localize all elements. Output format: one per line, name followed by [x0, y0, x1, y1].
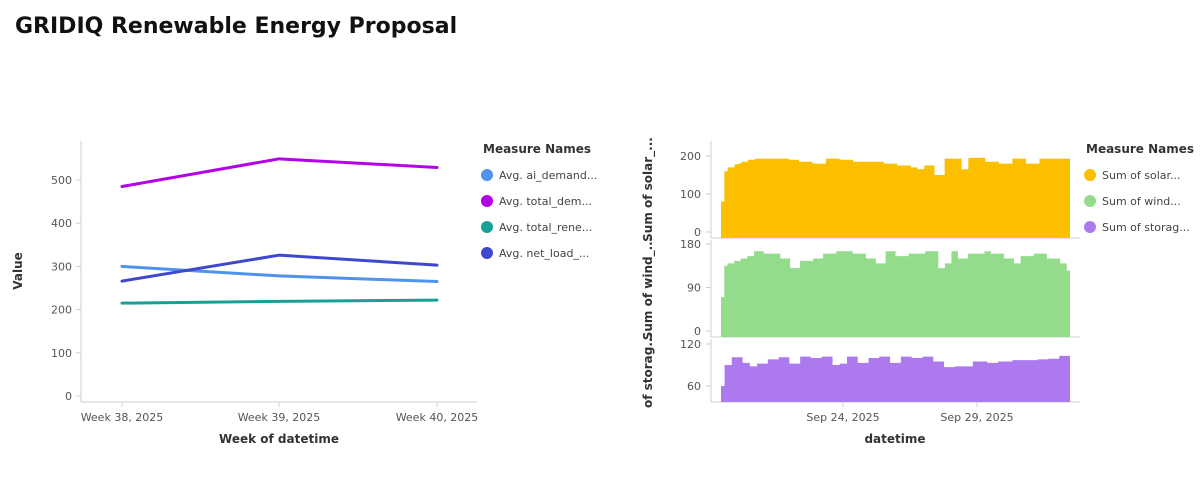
legend-label[interactable]: Avg. ai_demand...: [499, 169, 597, 182]
series-line-total-demand[interactable]: [120, 157, 439, 188]
y-tick-label: 100: [680, 188, 701, 201]
legend-swatch[interactable]: [481, 195, 493, 207]
y-tick-label: 100: [51, 347, 72, 360]
series-line-net-load[interactable]: [120, 253, 439, 283]
legend-title: Measure Names: [1086, 142, 1194, 156]
legend-label[interactable]: Avg. net_load_...: [499, 247, 589, 260]
legend-label[interactable]: Avg. total_dem...: [499, 195, 592, 208]
y-tick-label: 120: [680, 338, 701, 351]
y-axis-title: Sum of wind_...: [641, 237, 656, 341]
y-axis-title: Value: [11, 252, 25, 290]
line-series: [120, 157, 439, 305]
area-storage[interactable]: [721, 355, 1070, 402]
y-tick-label: 0: [65, 390, 72, 403]
x-tick-label: Week 38, 2025: [81, 411, 164, 424]
panel-storage: 60 120 of storag...: [641, 333, 1080, 408]
x-tick-label: Sep 29, 2025: [940, 411, 1013, 424]
panel-solar: 0 100 200 Sum of solar_...: [641, 137, 1080, 242]
y-tick-label: 400: [51, 217, 72, 230]
x-tick-label: Week 40, 2025: [396, 411, 479, 424]
area-legend[interactable]: Measure Names Sum of solar... Sum of wind…: [1084, 142, 1194, 234]
y-tick-label: 0: [694, 325, 701, 338]
y-axis-title: Sum of solar_...: [641, 137, 656, 242]
legend-swatch[interactable]: [481, 247, 493, 259]
series-line-ai-demand[interactable]: [120, 264, 439, 284]
line-chart: 0 100 200 300 400 500 Week 38, 2025 Week 39, 2…: [11, 141, 478, 446]
x-axis-title: datetime: [864, 432, 925, 446]
legend-swatch[interactable]: [1084, 195, 1096, 207]
legend-title: Measure Names: [483, 142, 591, 156]
x-tick-labels: Week 38, 2025 Week 39, 2025 Week 40, 2025: [81, 402, 479, 424]
x-tick-labels: Sep 24, 2025 Sep 29, 2025: [806, 402, 1014, 424]
y-tick-label: 500: [51, 174, 72, 187]
legend-label[interactable]: Sum of storag...: [1102, 221, 1190, 234]
y-tick-labels: 0 100 200 300 400 500: [51, 174, 81, 403]
x-axis-title: Week of datetime: [219, 432, 339, 446]
legend-swatch[interactable]: [1084, 221, 1096, 233]
area-chart: 0 100 200 Sum of solar_... 0 90 180 Sum of wind…: [641, 137, 1080, 446]
y-tick-label: 60: [687, 380, 701, 393]
legend-swatch[interactable]: [1084, 169, 1096, 181]
legend-label[interactable]: Sum of wind...: [1102, 195, 1181, 208]
legend-swatch[interactable]: [481, 169, 493, 181]
area-wind[interactable]: [721, 251, 1070, 337]
x-tick-label: Sep 24, 2025: [806, 411, 879, 424]
legend-swatch[interactable]: [481, 221, 493, 233]
y-tick-label: 0: [694, 226, 701, 239]
line-legend[interactable]: Measure Names Avg. ai_demand... Avg. tota…: [481, 142, 597, 260]
y-tick-label: 200: [680, 150, 701, 163]
x-tick-label: Week 39, 2025: [238, 411, 321, 424]
page-title: GRIDIQ Renewable Energy Proposal: [15, 14, 458, 39]
y-tick-label: 200: [51, 304, 72, 317]
series-line-total-renewable[interactable]: [120, 298, 439, 305]
y-tick-label: 300: [51, 260, 72, 273]
legend-label[interactable]: Avg. total_rene...: [499, 221, 592, 234]
y-tick-label: 180: [680, 238, 701, 251]
area-solar[interactable]: [721, 157, 1070, 238]
y-axis-title: of storag...: [641, 333, 655, 408]
legend-label[interactable]: Sum of solar...: [1102, 169, 1181, 182]
y-tick-label: 90: [687, 282, 701, 295]
panel-wind: 0 90 180 Sum of wind_...: [641, 237, 1080, 341]
